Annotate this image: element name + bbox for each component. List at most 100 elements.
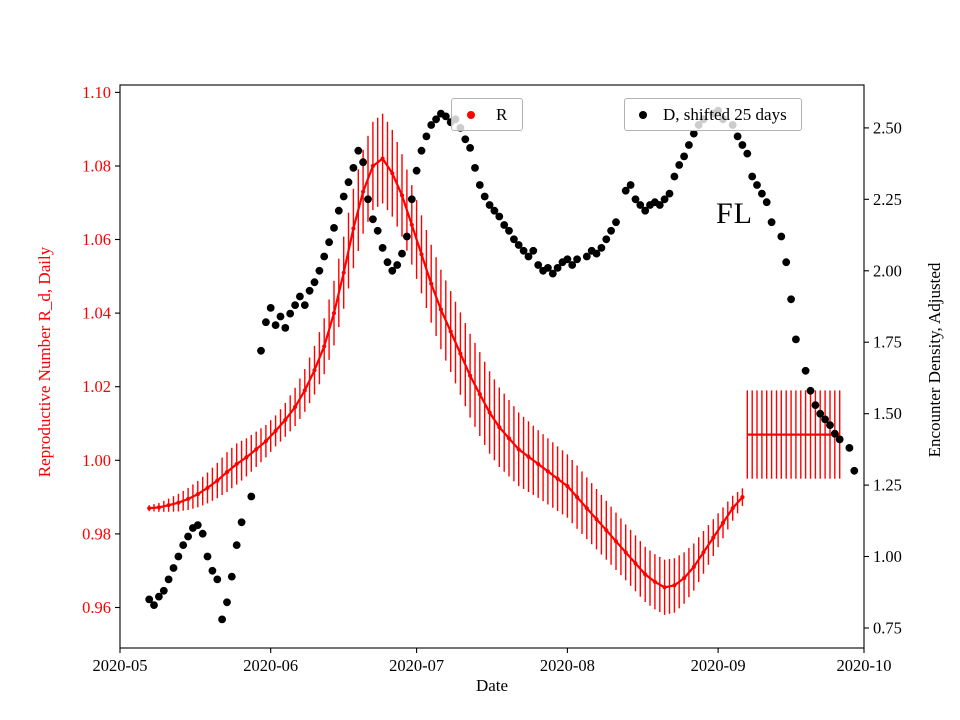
r-line-marker (740, 495, 745, 500)
series-r-flat-segment (746, 390, 841, 479)
r-line-marker (652, 579, 658, 584)
r-line-marker (283, 417, 288, 422)
d-scatter-point (383, 258, 392, 267)
d-scatter-point (821, 415, 829, 424)
r-line-marker (176, 500, 181, 505)
d-scatter-point (407, 195, 416, 204)
d-scatter-point (398, 249, 406, 258)
d-scatter-point (427, 121, 436, 129)
d-scatter-point (262, 318, 270, 327)
r-line-marker (448, 329, 453, 334)
left-axis-title: Reproductive Number R_d, Daily (35, 246, 54, 478)
d-scatter-point (548, 269, 557, 278)
r-line-marker (351, 226, 356, 231)
d-scatter-point (179, 541, 188, 549)
d-scatter-point (164, 575, 173, 584)
d-scatter-point (247, 492, 256, 501)
d-scatter-point (325, 238, 333, 247)
r-line-marker (604, 528, 609, 533)
r-line-marker (224, 470, 230, 475)
d-scatter-point (510, 235, 518, 244)
r-line-marker (487, 410, 492, 415)
d-scatter-point (607, 226, 615, 235)
d-scatter-point (320, 252, 329, 261)
d-scatter-point (232, 541, 241, 549)
r-line-marker (390, 171, 395, 176)
r-line-marker (293, 404, 298, 410)
d-series-marker-icon (639, 110, 647, 119)
d-scatter-point (373, 226, 382, 235)
r-line-marker (545, 469, 551, 474)
y-right-tick-label: 2.00 (873, 261, 902, 280)
d-scatter-point (422, 132, 431, 141)
r-line-marker (331, 311, 337, 316)
r-line-marker (701, 550, 706, 555)
d-scatter-point (514, 241, 523, 249)
d-scatter-point (330, 224, 338, 232)
r-line-marker (682, 576, 687, 581)
d-scatter-point (845, 444, 854, 452)
d-scatter-point (349, 164, 358, 172)
d-scatter-point (266, 304, 275, 312)
d-scatter-point (826, 421, 834, 429)
y-left-tick-label: 0.98 (82, 524, 111, 543)
d-scatter-point (748, 172, 757, 181)
d-scatter-point (296, 292, 304, 301)
d-scatter-point (835, 435, 844, 444)
r-line-marker (419, 252, 424, 257)
r-line-marker (254, 447, 259, 452)
d-scatter-point (758, 189, 766, 198)
r-line-marker (370, 163, 375, 169)
d-scatter-point (592, 249, 601, 258)
d-scatter-point (403, 232, 411, 241)
d-scatter-point (471, 164, 479, 172)
r-line-marker (147, 506, 152, 511)
d-scatter-point (159, 586, 168, 595)
d-scatter-point (193, 521, 202, 529)
plot-border (119, 84, 865, 649)
d-scatter-point (223, 598, 231, 607)
d-scatter-point (563, 255, 572, 264)
d-scatter-point (495, 212, 504, 221)
series-r (147, 113, 745, 615)
d-scatter-point (432, 115, 440, 124)
r-line-marker (526, 454, 531, 459)
r-line-marker (341, 270, 346, 275)
y-right-tick-label: 1.00 (873, 547, 902, 566)
d-scatter-point (203, 552, 212, 561)
state-annotation: FL (716, 197, 754, 230)
series-line (149, 157, 744, 589)
y-right-tick-label: 1.75 (873, 333, 902, 352)
legend-d-box: D, shifted 25 days (624, 98, 802, 131)
r-line-marker (205, 485, 210, 490)
d-scatter-point (490, 206, 499, 215)
series-d-shifted-25-days (145, 106, 859, 624)
d-scatter-point (305, 286, 314, 295)
d-scatter-point (631, 195, 640, 204)
y-left-tick-label: 1.06 (82, 230, 111, 249)
r-line-marker (302, 388, 307, 393)
r-line-marker (468, 373, 473, 378)
d-scatter-point (174, 552, 183, 561)
d-scatter-point (300, 301, 309, 309)
r-line-marker (730, 506, 735, 511)
right-axis-title: Encounter Density, Adjusted (925, 262, 944, 458)
r-line-marker (633, 561, 638, 566)
r-line-marker (506, 436, 512, 441)
d-scatter-point (782, 258, 791, 267)
d-scatter-point (612, 218, 620, 227)
r-series-marker-icon (467, 110, 475, 119)
r-line-marker (322, 344, 327, 349)
d-scatter-point (286, 309, 295, 318)
r-line-marker (672, 583, 677, 588)
legend-d-label: D, shifted 25 days (663, 104, 787, 124)
d-scatter-point (573, 255, 581, 264)
d-scatter-point (553, 264, 562, 272)
d-scatter-point (743, 149, 752, 158)
d-scatter-point (582, 252, 591, 261)
r-line-marker (273, 428, 278, 433)
x-tick-label: 2020-08 (540, 656, 595, 675)
d-scatter-point (310, 278, 319, 287)
r-line-marker (497, 425, 502, 430)
d-scatter-point (359, 158, 367, 167)
